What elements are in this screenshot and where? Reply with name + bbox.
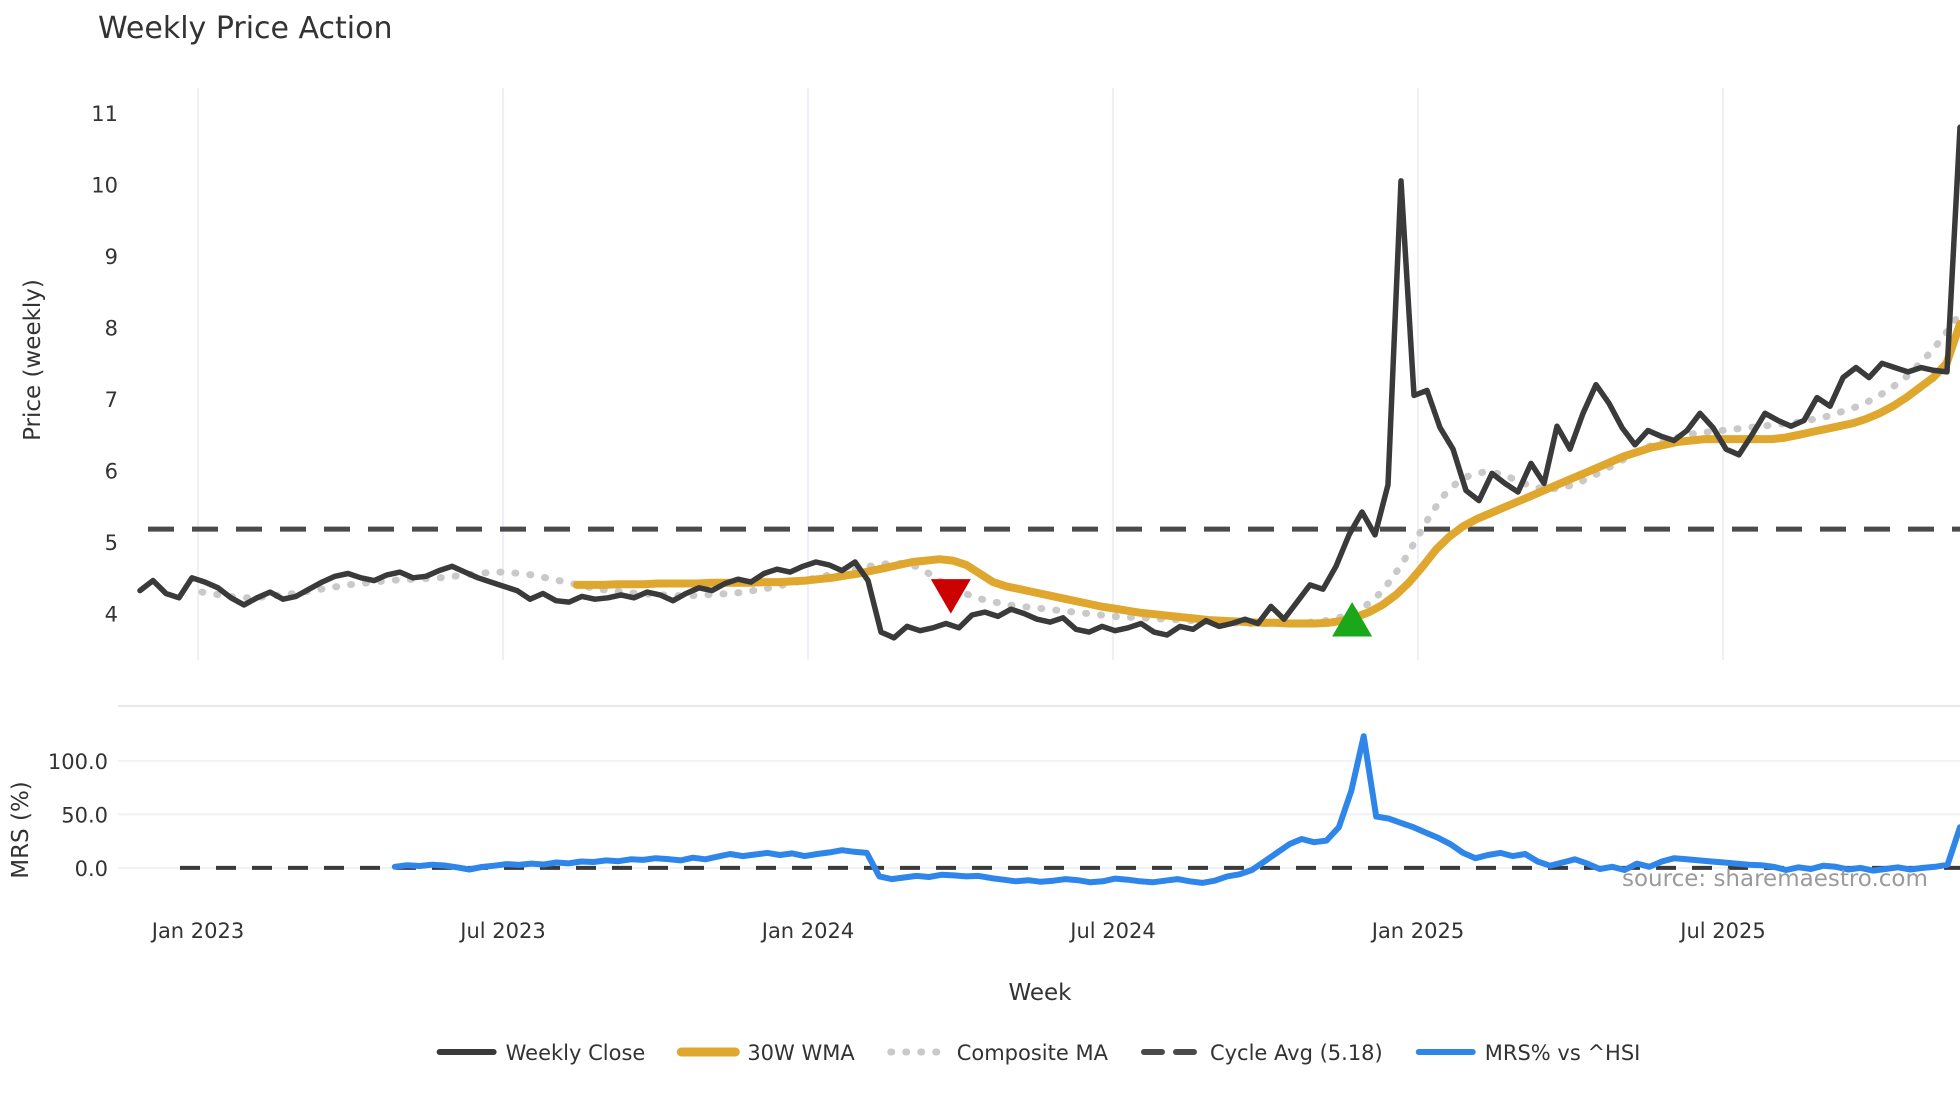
legend-item[interactable]: Composite MA	[887, 1041, 1109, 1065]
x-axis-tick: Jul 2025	[1678, 919, 1765, 943]
price-gridlines	[197, 88, 1724, 660]
legend-item[interactable]: MRS% vs ^HSI	[1415, 1041, 1641, 1065]
mrs-y-tick: 50.0	[61, 803, 108, 827]
data-series-layer	[137, 124, 1960, 886]
price-y-tick: 7	[105, 388, 118, 412]
legend-label: Composite MA	[957, 1041, 1109, 1065]
legend-item[interactable]: Weekly Close	[436, 1041, 646, 1065]
price-y-axis-ticks: 4 5 6 7 8 9 10 11	[91, 102, 118, 627]
x-axis-tick: Jul 2024	[1068, 919, 1155, 943]
mrs-axis-label: MRS (%)	[8, 781, 34, 879]
legend-label: Weekly Close	[506, 1041, 646, 1065]
legend-label: Cycle Avg (5.18)	[1210, 1041, 1383, 1065]
x-axis-tick: Jan 2023	[150, 919, 245, 943]
price-axis-label: Price (weekly)	[20, 279, 46, 441]
trade-markers-layer	[930, 579, 1373, 637]
sell-marker[interactable]	[930, 579, 971, 614]
series-weekly-close	[137, 124, 1960, 641]
price-y-tick: 4	[105, 603, 118, 627]
price-y-tick: 5	[105, 531, 118, 555]
series-mrs-vs-hsi	[391, 733, 1960, 886]
price-y-tick: 8	[105, 317, 118, 341]
watermark: source: sharemaestro.com	[1622, 866, 1928, 892]
price-y-tick: 10	[91, 174, 118, 198]
mrs-y-tick: 100.0	[48, 750, 108, 774]
x-axis-ticks: Jan 2023 Jul 2023 Jan 2024 Jul 2024 Jan 2025…	[150, 919, 1766, 943]
series-30w-wma	[572, 319, 1960, 628]
price-y-tick: 11	[91, 102, 118, 126]
price-y-tick: 9	[105, 245, 118, 269]
mrs-y-axis-ticks: 0.0 50.0 100.0	[48, 750, 108, 881]
page-title: Weekly Price Action	[98, 11, 393, 46]
mrs-y-tick: 0.0	[75, 857, 108, 881]
legend-item[interactable]: 30W WMA	[676, 1041, 855, 1065]
chart-legend: Weekly Close 30W WMA Composite MA Cycle Avg…	[436, 1041, 1641, 1065]
price-y-tick: 6	[105, 460, 118, 484]
x-axis-label: Week	[1008, 980, 1072, 1006]
legend-label: 30W WMA	[747, 1041, 855, 1065]
x-axis-tick: Jan 2024	[760, 919, 855, 943]
legend-label: MRS% vs ^HSI	[1485, 1041, 1641, 1065]
buy-marker[interactable]	[1332, 602, 1373, 637]
x-axis-tick: Jan 2025	[1370, 919, 1465, 943]
legend-item[interactable]: Cycle Avg (5.18)	[1140, 1041, 1383, 1065]
x-axis-tick: Jul 2023	[458, 919, 545, 943]
